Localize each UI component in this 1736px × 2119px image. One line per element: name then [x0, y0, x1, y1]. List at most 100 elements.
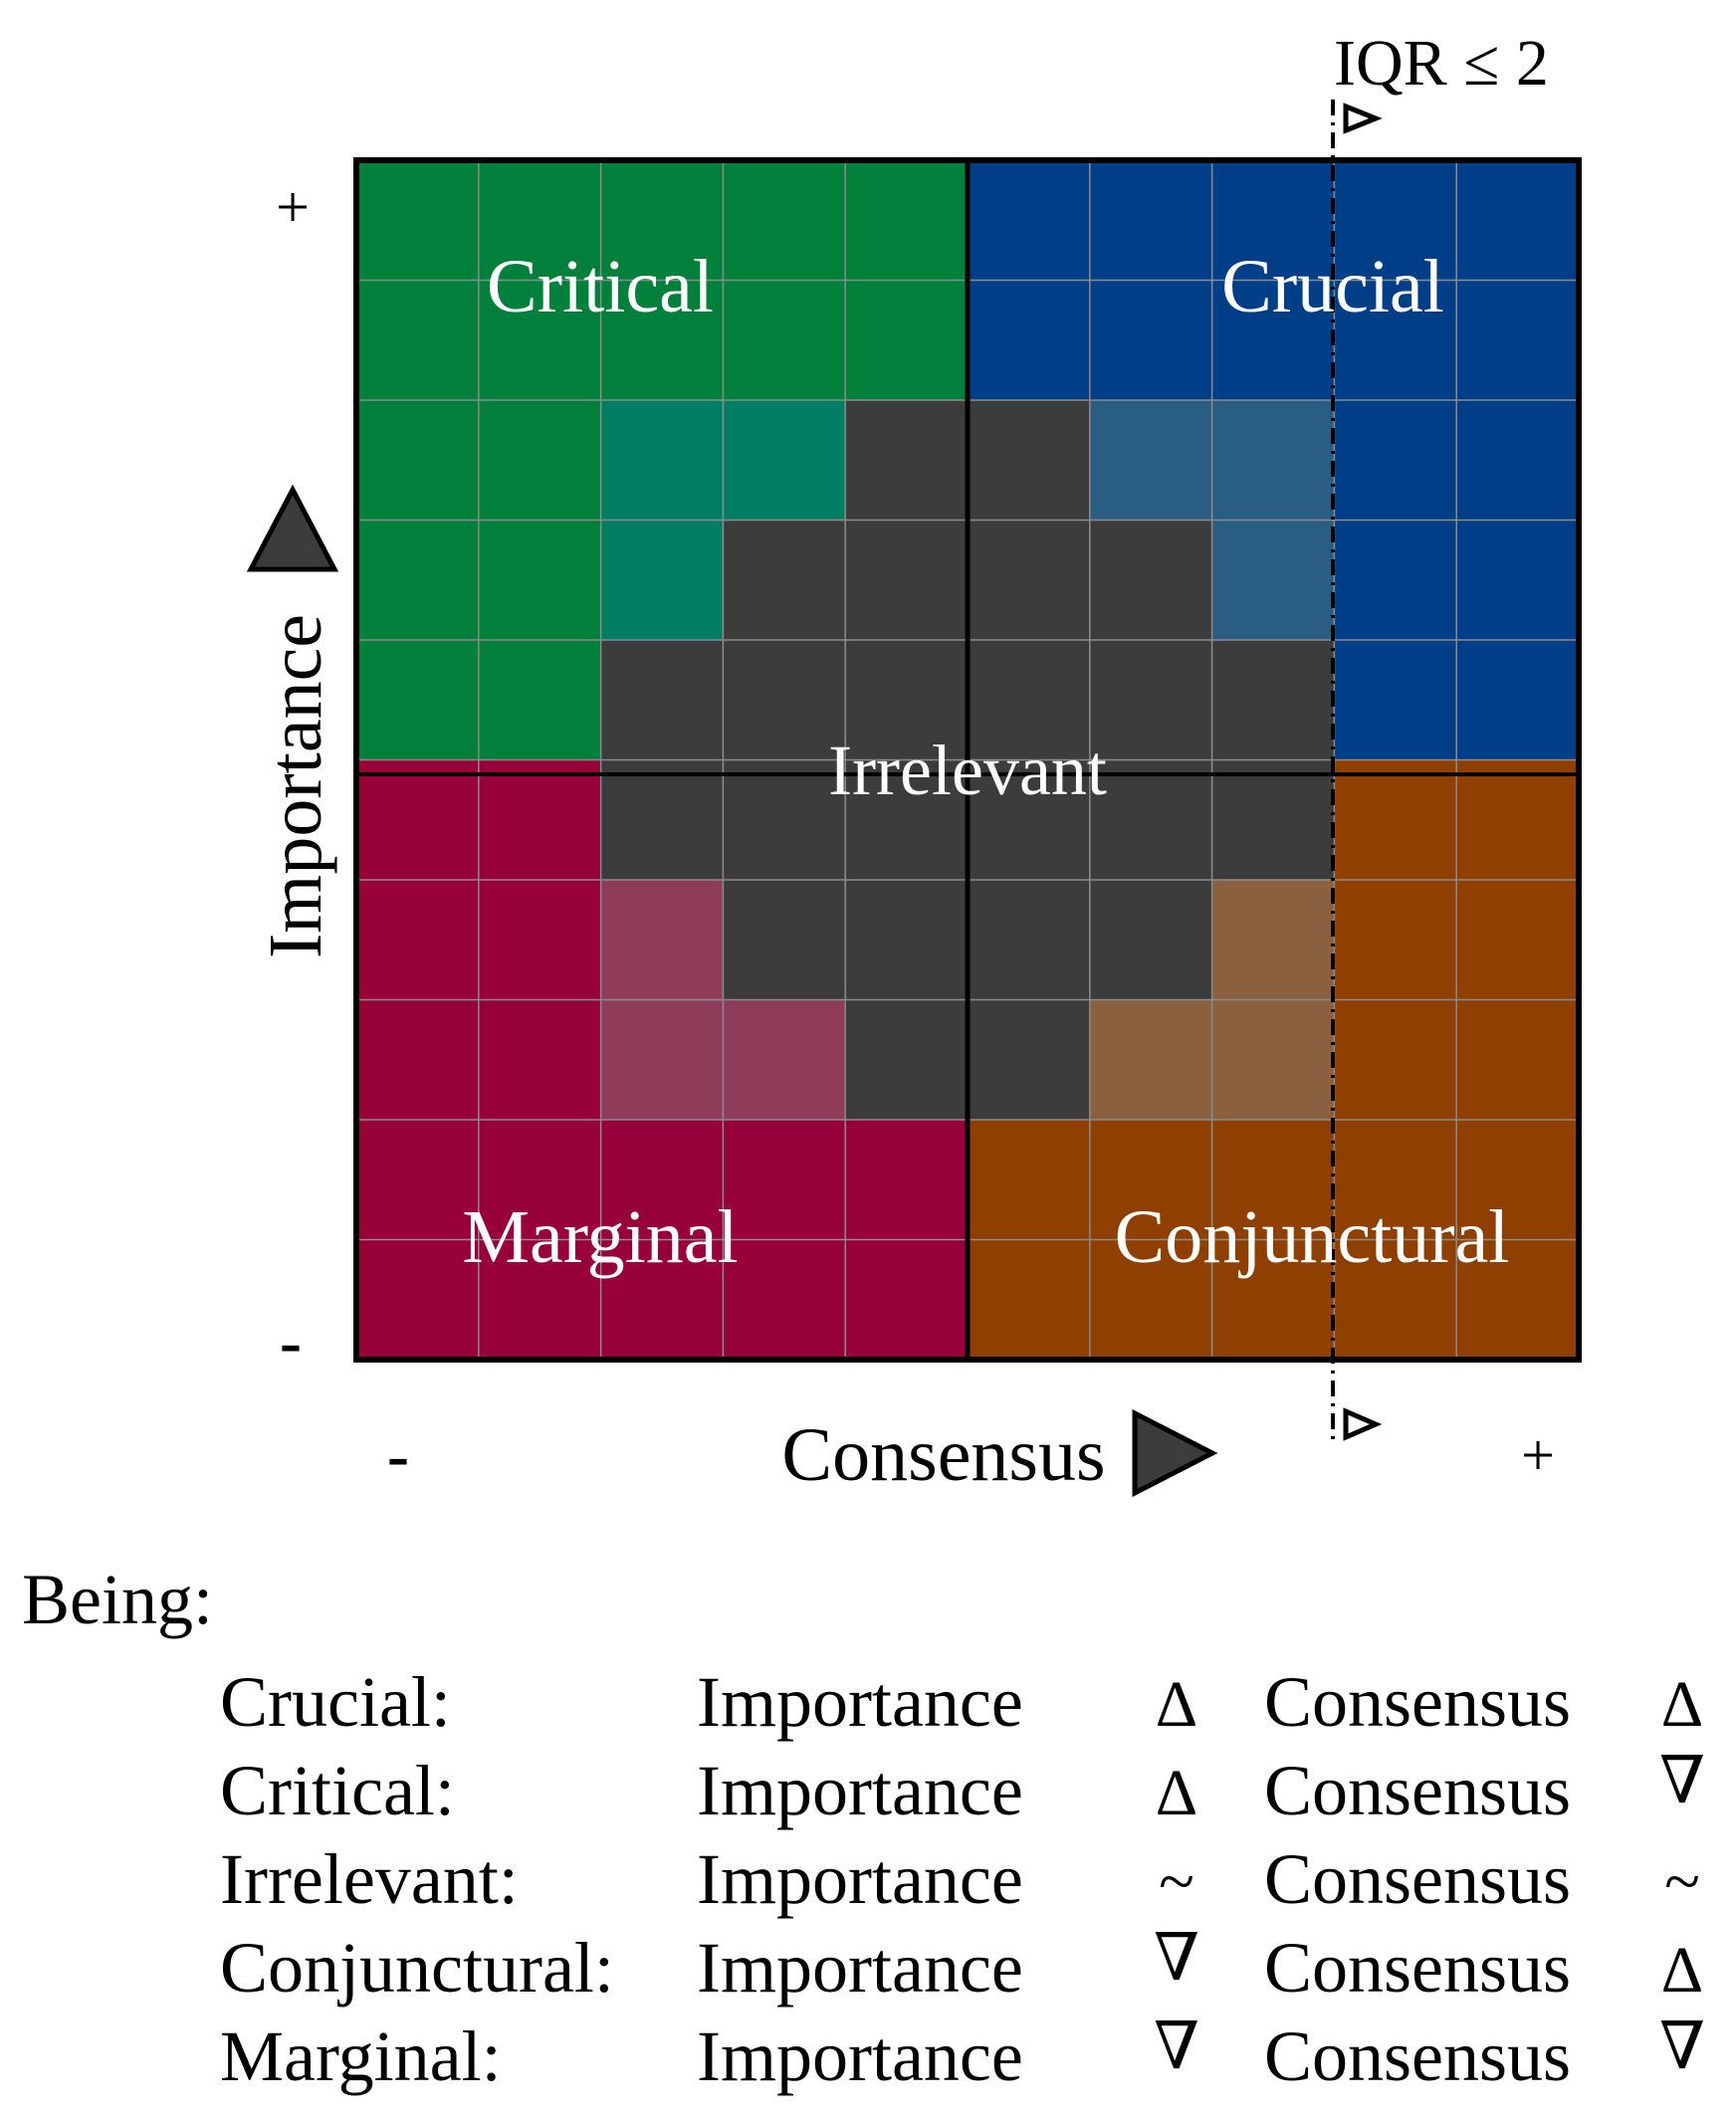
grid-cell-irrelevant: [968, 999, 1091, 1121]
iqr-arrow-bottom-icon: [1343, 1407, 1383, 1441]
grid-cell-critical-blend: [600, 400, 724, 522]
grid-cell-marginal: [478, 1239, 602, 1361]
grid-cell-crucial: [1089, 280, 1213, 401]
grid-cell-crucial: [1456, 640, 1580, 761]
grid-cell-conjunctural: [1334, 1120, 1457, 1241]
grid-cell-crucial: [1334, 160, 1457, 282]
iqr-label: IQR ≤ 2: [1334, 27, 1549, 100]
grid-cell-marginal: [356, 880, 480, 1001]
legend-consensus-label: Consensus: [1264, 1928, 1571, 2008]
grid-cell-irrelevant: [723, 759, 846, 881]
grid-cell-conjunctural: [1334, 880, 1457, 1001]
grid-cell-marginal: [845, 1120, 969, 1241]
quadrant-cells: [356, 160, 1580, 1361]
grid-cell-crucial-blend: [1089, 400, 1213, 522]
grid-cell-conjunctural-blend: [1089, 999, 1213, 1121]
grid-cell-irrelevant: [968, 640, 1091, 761]
grid-cell-conjunctural: [1456, 1120, 1580, 1241]
grid-cell-conjunctural: [1211, 1239, 1335, 1361]
grid-cell-conjunctural-blend: [1211, 880, 1335, 1001]
legend-row: Irrelevant: Importance ~ Consensus ~: [220, 1839, 1700, 1919]
grid-cell-irrelevant: [845, 880, 969, 1001]
grid-cell-crucial: [968, 160, 1091, 282]
x-axis-min-label: -: [387, 1419, 409, 1492]
region-label-marginal: Marginal: [462, 1195, 738, 1279]
legend-category: Crucial:: [220, 1662, 451, 1742]
grid-cell-irrelevant: [968, 880, 1091, 1001]
grid-cell-critical: [356, 280, 480, 401]
y-axis-label: Importance: [254, 614, 337, 958]
legend-importance-symbol: Δ: [1156, 1668, 1197, 1741]
legend-row: Marginal: Importance ∇ Consensus ∇: [220, 2011, 1705, 2096]
legend-importance-label: Importance: [697, 1662, 1023, 1742]
grid-cell-critical: [356, 640, 480, 761]
legend-importance-symbol: Δ: [1156, 1757, 1197, 1829]
grid-cell-critical: [478, 520, 602, 641]
grid-cell-critical: [478, 160, 602, 282]
grid-cell-irrelevant: [968, 759, 1091, 881]
grid-cell-crucial: [1456, 520, 1580, 641]
grid-cell-critical: [600, 280, 724, 401]
plot-border: [353, 157, 1582, 1363]
grid-cell-crucial-blend: [1211, 520, 1335, 641]
legend-category: Irrelevant:: [220, 1839, 519, 1919]
legend-consensus-label: Consensus: [1264, 1839, 1571, 1919]
region-label-crucial: Crucial: [1221, 245, 1444, 328]
grid-cell-marginal: [356, 759, 480, 881]
grid-cell-marginal: [478, 1120, 602, 1241]
grid-cell-marginal-blend: [600, 880, 724, 1001]
grid-cell-crucial: [1456, 160, 1580, 282]
legend-importance-label: Importance: [697, 1928, 1023, 2008]
grid-cell-critical: [600, 160, 724, 282]
grid-cell-marginal: [600, 1239, 724, 1361]
grid-cell-marginal: [478, 880, 602, 1001]
grid-cell-irrelevant: [968, 520, 1091, 641]
grid-cell-conjunctural: [1211, 1120, 1335, 1241]
grid-cell-marginal-blend: [600, 999, 724, 1121]
y-axis-arrow-icon: [246, 484, 339, 572]
legend-row: Critical: Importance Δ Consensus ∇: [220, 1745, 1705, 1830]
legend-category: Conjunctural:: [220, 1928, 614, 2008]
grid-cell-marginal: [845, 1239, 969, 1361]
grid-cell-crucial: [1456, 400, 1580, 522]
grid-cell-irrelevant: [968, 400, 1091, 522]
legend-consensus-label: Consensus: [1264, 2016, 1571, 2096]
grid-cell-crucial: [1334, 520, 1457, 641]
grid-cell-irrelevant: [1089, 520, 1213, 641]
grid-cell-critical: [356, 520, 480, 641]
grid-cell-irrelevant: [723, 520, 846, 641]
grid-cell-marginal: [356, 1120, 480, 1241]
grid-cell-crucial: [1089, 160, 1213, 282]
legend-consensus-label: Consensus: [1264, 1751, 1571, 1830]
legend-consensus-symbol: ∇: [1659, 1745, 1705, 1817]
grid-cell-critical-blend: [600, 520, 724, 641]
grid-cell-conjunctural: [1089, 1120, 1213, 1241]
grid-cell-marginal: [723, 1239, 846, 1361]
grid-cell-conjunctural: [968, 1239, 1091, 1361]
legend-row: Crucial: Importance Δ Consensus Δ: [220, 1662, 1703, 1742]
grid-cell-conjunctural: [1456, 1239, 1580, 1361]
grid-cell-irrelevant: [600, 759, 724, 881]
x-axis-arrow-icon: [1132, 1408, 1218, 1498]
grid-cell-marginal: [723, 1120, 846, 1241]
grid-cell-irrelevant: [845, 640, 969, 761]
grid-cell-irrelevant: [1089, 759, 1213, 881]
grid-cell-crucial-blend: [1211, 400, 1335, 522]
legend-consensus-symbol: ∇: [1659, 2011, 1705, 2083]
legend-consensus-symbol: ~: [1664, 1845, 1700, 1918]
grid-cell-irrelevant: [1211, 640, 1335, 761]
legend-category: Critical:: [220, 1751, 455, 1830]
grid-cell-critical: [356, 160, 480, 282]
grid-cell-marginal: [478, 999, 602, 1121]
grid-cell-irrelevant: [845, 520, 969, 641]
y-axis-min-label: -: [280, 1306, 302, 1378]
grid-cell-marginal: [600, 1120, 724, 1241]
grid-cell-crucial: [1456, 280, 1580, 401]
region-label-conjunctural: Conjunctural: [1115, 1195, 1510, 1279]
grid-cell-crucial: [1211, 280, 1335, 401]
grid-cell-critical: [356, 400, 480, 522]
grid-cell-marginal: [356, 999, 480, 1121]
grid-cell-critical: [478, 280, 602, 401]
grid-cell-crucial: [968, 280, 1091, 401]
